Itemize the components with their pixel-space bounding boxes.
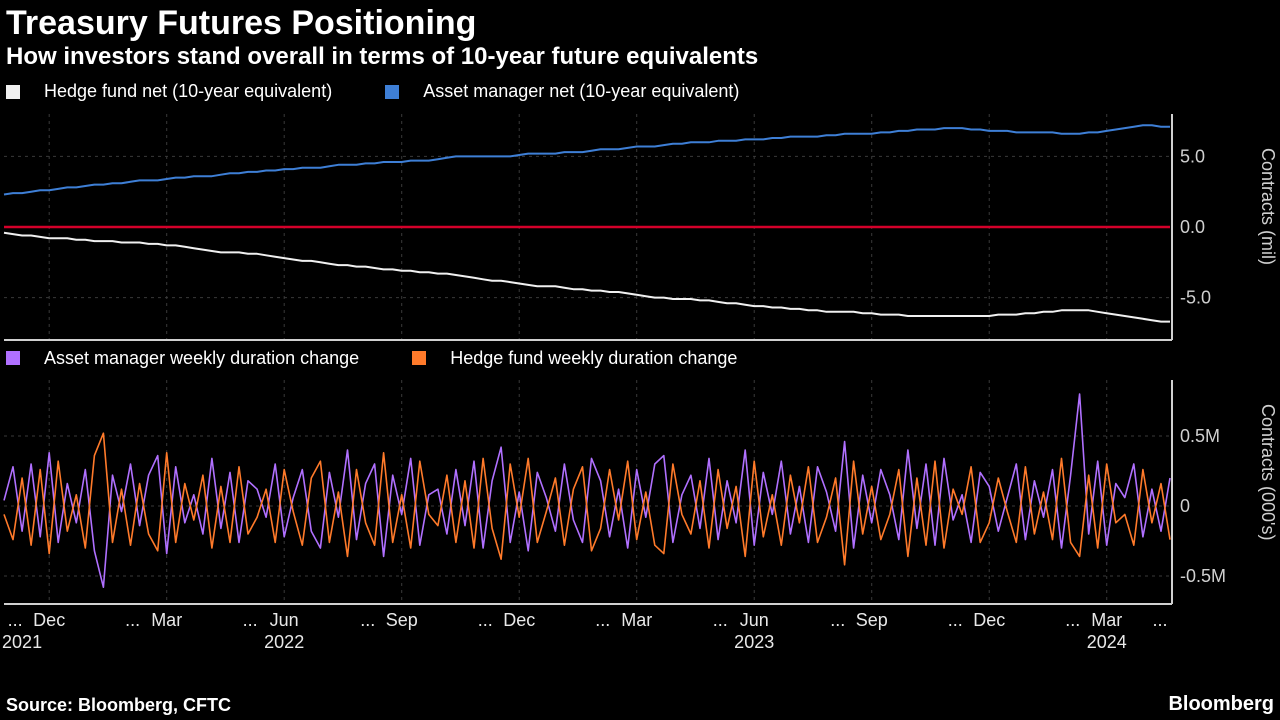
chart-subtitle: How investors stand overall in terms of … — [0, 43, 1280, 79]
legend-bottom: Asset manager weekly duration change Hed… — [0, 346, 1280, 375]
legend-label: Asset manager weekly duration change — [44, 348, 359, 369]
source-attribution: Source: Bloomberg, CFTC — [6, 695, 231, 716]
chart-net-positioning: 5.0 0.0 -5.0 Contracts (mil) — [0, 108, 1280, 346]
legend-top: Hedge fund net (10-year equivalent) Asse… — [0, 79, 1280, 108]
legend-swatch — [385, 85, 399, 99]
chart-bottom-svg: 0.5M 0 -0.5M — [0, 374, 1280, 610]
legend-swatch — [6, 85, 20, 99]
legend-item-hedge-fund-change: Hedge fund weekly duration change — [412, 348, 761, 369]
legend-item-hedge-fund-net: Hedge fund net (10-year equivalent) — [6, 81, 356, 102]
legend-label: Hedge fund weekly duration change — [450, 348, 737, 369]
legend-label: Hedge fund net (10-year equivalent) — [44, 81, 332, 102]
x-axis-labels: ...Dec...Mar...Jun...Sep...Dec...Mar...J… — [0, 610, 1280, 658]
svg-text:-5.0: -5.0 — [1180, 287, 1211, 307]
y-axis-label-top: Contracts (mil) — [1257, 148, 1278, 265]
y-axis-label-bottom: Contracts (000's) — [1257, 404, 1278, 541]
legend-label: Asset manager net (10-year equivalent) — [423, 81, 739, 102]
chart-weekly-change: 0.5M 0 -0.5M Contracts (000's) — [0, 374, 1280, 610]
svg-text:-0.5M: -0.5M — [1180, 566, 1226, 586]
svg-text:0: 0 — [1180, 496, 1190, 516]
legend-item-asset-manager-net: Asset manager net (10-year equivalent) — [385, 81, 763, 102]
chart-top-svg: 5.0 0.0 -5.0 — [0, 108, 1280, 346]
legend-swatch — [412, 351, 426, 365]
svg-text:0.0: 0.0 — [1180, 217, 1205, 237]
svg-text:5.0: 5.0 — [1180, 146, 1205, 166]
brand-logo: Bloomberg — [1168, 693, 1274, 716]
chart-title: Treasury Futures Positioning — [0, 0, 1280, 43]
svg-text:0.5M: 0.5M — [1180, 426, 1220, 446]
footer: Source: Bloomberg, CFTC Bloomberg — [6, 693, 1274, 716]
legend-item-asset-manager-change: Asset manager weekly duration change — [6, 348, 383, 369]
legend-swatch — [6, 351, 20, 365]
